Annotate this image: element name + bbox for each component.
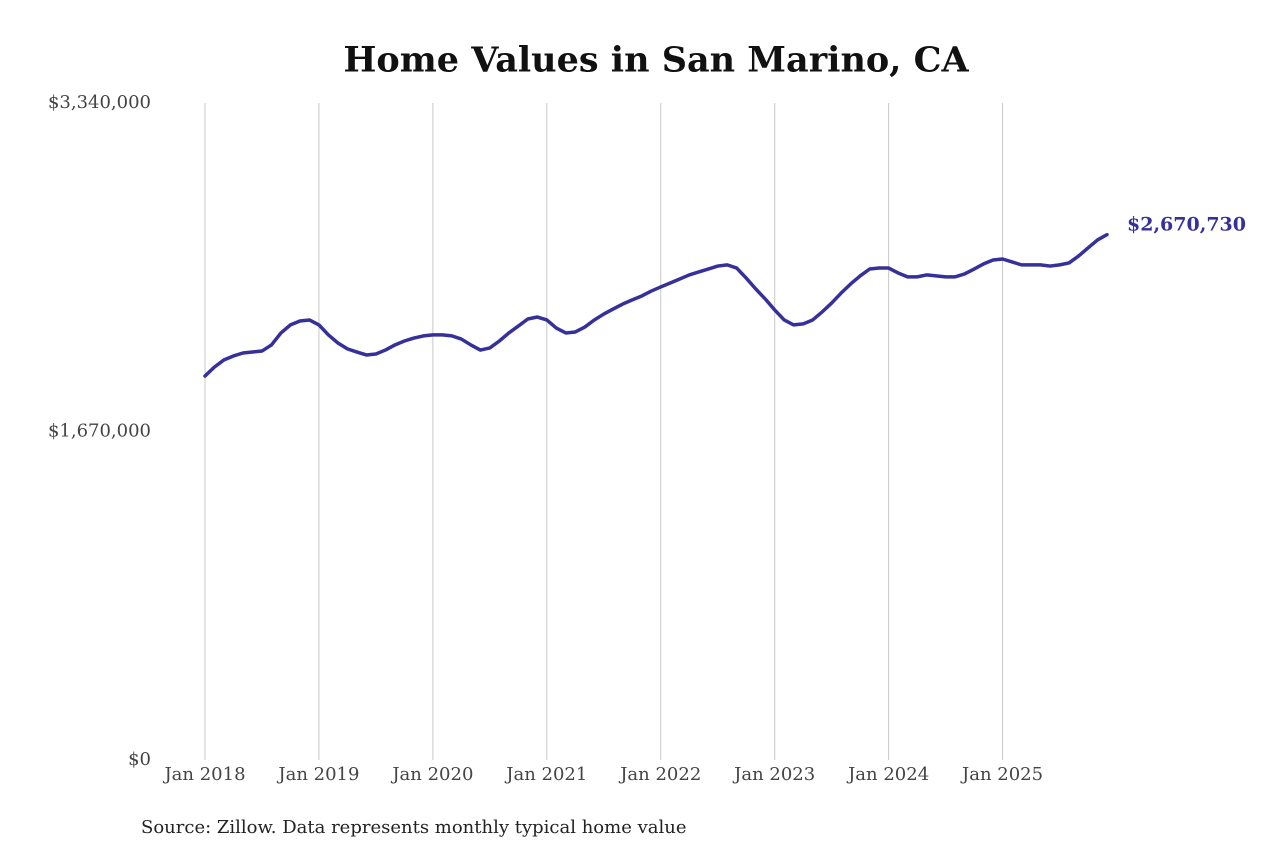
x-tick-label: Jan 2018 xyxy=(162,764,245,785)
chart-title: Home Values in San Marino, CA xyxy=(343,40,969,81)
x-tick-label: Jan 2019 xyxy=(276,764,359,785)
x-tick-label: Jan 2024 xyxy=(846,764,929,785)
x-tick-label: Jan 2023 xyxy=(732,764,815,785)
x-tick-label: Jan 2025 xyxy=(960,764,1043,785)
data-line xyxy=(203,232,1109,378)
y-tick-label: $0 xyxy=(128,749,151,770)
x-tick-label: Jan 2022 xyxy=(618,764,701,785)
x-tick-label: Jan 2021 xyxy=(504,764,587,785)
x-tick-label: Jan 2020 xyxy=(390,764,473,785)
value-label: $2,670,730 xyxy=(1127,214,1246,236)
y-tick-label: $1,670,000 xyxy=(48,421,151,442)
source-note: Source: Zillow. Data represents monthly … xyxy=(141,817,687,838)
y-tick-label: $3,340,000 xyxy=(48,92,151,113)
